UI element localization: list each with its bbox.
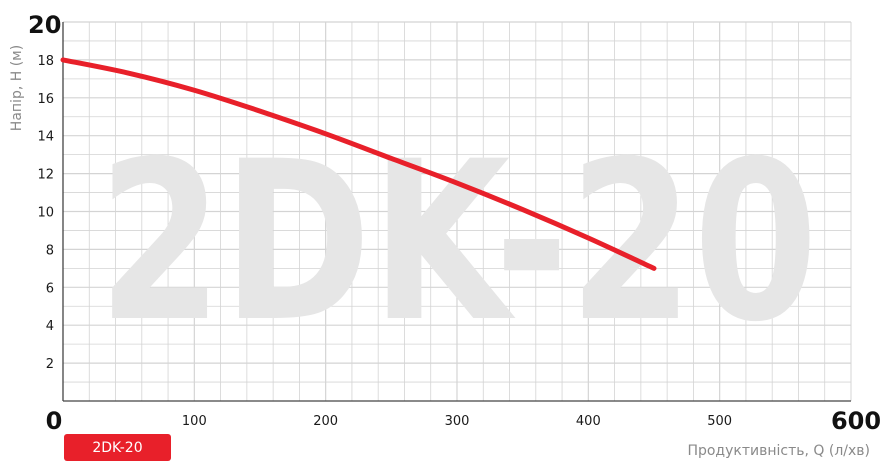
y-tick-label: 6 (46, 281, 54, 296)
x-tick-label: 200 (313, 414, 338, 429)
y-tick-label: 2 (46, 357, 54, 372)
series (60, 57, 657, 271)
y-axis-label: Напір, H (м) (9, 45, 25, 131)
y-tick-label: 10 (37, 206, 54, 221)
x-tick-label: 300 (445, 414, 470, 429)
x-tick-label: 0 (46, 407, 63, 435)
model-badge-label: 2DK-20 (92, 440, 142, 456)
x-tick-label: 100 (182, 414, 207, 429)
x-tick-label: 600 (831, 407, 880, 435)
model-badge-background (64, 434, 171, 461)
y-tick-label: 8 (46, 243, 54, 258)
grid (63, 21, 852, 401)
tick-labels: 0 100 200 300 400 500 600 2 4 6 8 10 12 14 16 18 20 (28, 11, 880, 435)
model-watermark: 2DK-20 (98, 114, 818, 370)
y-tick-label: 18 (37, 54, 54, 69)
x-tick-label: 400 (576, 414, 601, 429)
y-tick-label: 12 (37, 168, 54, 183)
y-tick-label: 16 (37, 92, 54, 107)
x-axis-label: Продуктивність, Q (л/хв) (687, 443, 870, 459)
y-tick-label: 14 (37, 130, 54, 145)
model-badge: 2DK-20 (64, 434, 171, 461)
axes (62, 22, 851, 402)
y-tick-label: 4 (46, 319, 54, 334)
y-tick-label: 20 (28, 11, 61, 39)
x-tick-label: 500 (707, 414, 732, 429)
performance-curve (60, 57, 657, 271)
